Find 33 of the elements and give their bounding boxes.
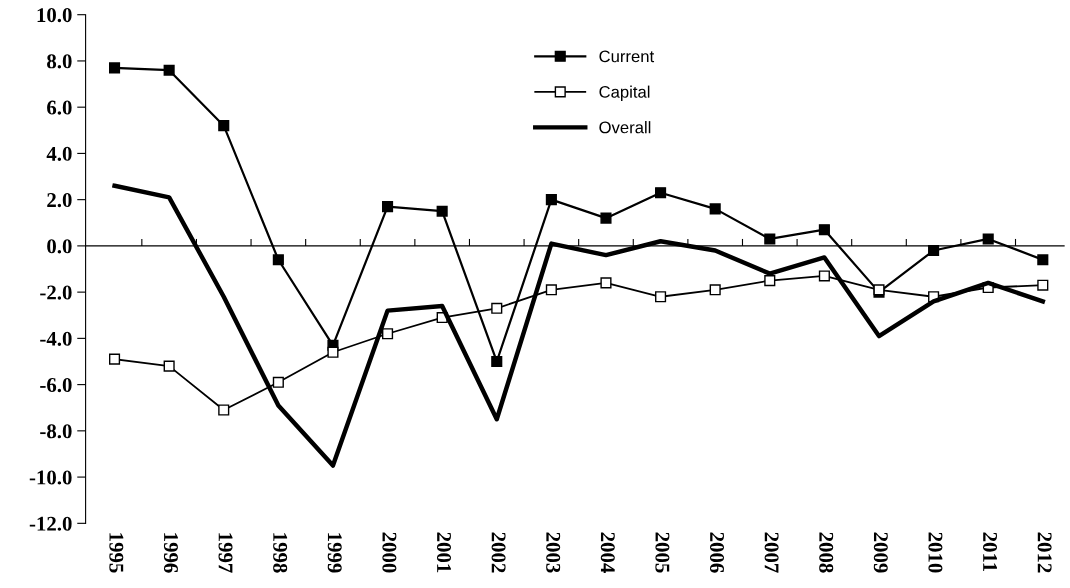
- y-tick-label: -8.0: [40, 424, 72, 439]
- x-tick-label: 2008: [819, 532, 834, 573]
- x-tick-label: 2006: [709, 532, 725, 573]
- y-tick-label: 6.0: [47, 100, 72, 115]
- x-tick-label: 2012: [1037, 532, 1052, 573]
- legend-label: Current: [599, 50, 655, 63]
- y-tick-label: -6.0: [40, 377, 72, 393]
- x-tick-label: 2000: [382, 532, 397, 573]
- x-tick-label: 2007: [764, 532, 779, 573]
- y-tick-label: -4.0: [40, 331, 72, 346]
- y-tick-label: 10.0: [37, 8, 72, 23]
- y-tick-label: -10.0: [29, 470, 72, 485]
- legend-label: Capital: [599, 85, 650, 102]
- y-tick-label: 8.0: [47, 54, 72, 69]
- x-tick-label: 1998: [273, 533, 288, 573]
- y-tick-label: -2.0: [40, 285, 72, 300]
- x-tick-label: 2001: [436, 532, 452, 573]
- x-tick-label: 1997: [218, 533, 233, 573]
- y-tick-label: 0.0: [47, 239, 72, 254]
- x-tick-label: 2005: [655, 532, 670, 573]
- x-tick-label: 1995: [109, 533, 124, 573]
- x-tick-label: 2011: [982, 532, 998, 572]
- y-tick-label: -12.0: [29, 516, 72, 531]
- x-tick-label: 2004: [600, 532, 615, 573]
- x-tick-label: 2003: [546, 532, 561, 573]
- legend-label: Overall: [599, 121, 651, 134]
- x-tick-label: 1999: [327, 533, 342, 573]
- x-tick-label: 2009: [873, 532, 888, 573]
- y-tick-label: 2.0: [47, 193, 72, 208]
- x-tick-label: 2002: [491, 532, 506, 573]
- y-tick-label: 4.0: [46, 146, 72, 161]
- x-tick-label: 2010: [928, 532, 943, 573]
- x-tick-label: 1996: [163, 533, 178, 573]
